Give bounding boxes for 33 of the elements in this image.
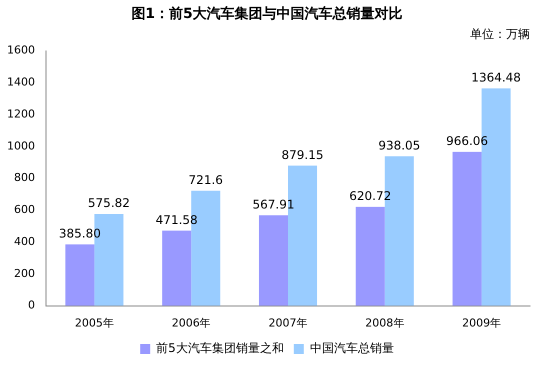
- data-label: 879.15: [282, 148, 324, 162]
- x-tick-label: 2006年: [172, 316, 211, 330]
- data-label: 1364.48: [471, 70, 521, 84]
- data-label: 575.82: [88, 196, 130, 210]
- x-tick-label: 2005年: [74, 316, 114, 330]
- y-tick-label: 1200: [6, 107, 35, 120]
- x-tick-label: 2009年: [462, 316, 502, 330]
- data-label: 385.80: [58, 226, 101, 240]
- bar: [452, 152, 482, 306]
- y-tick-label: 1400: [6, 76, 35, 89]
- data-label: 471.58: [156, 212, 198, 227]
- data-label: 721.6: [188, 172, 223, 187]
- x-tick-label: 2008年: [365, 316, 404, 330]
- data-label: 620.72: [349, 189, 392, 203]
- legend-label: 前5大汽车集团销量之和: [156, 341, 284, 356]
- bar: [258, 215, 288, 306]
- data-label: 966.06: [446, 134, 488, 148]
- data-label: 938.05: [378, 138, 420, 152]
- data-label: 567.91: [252, 197, 294, 212]
- bar: [356, 206, 385, 306]
- bar: [162, 230, 192, 306]
- y-tick-label: 1000: [6, 139, 35, 152]
- y-tick-label: 0: [28, 298, 35, 312]
- x-tick-label: 2007年: [268, 316, 308, 330]
- y-tick-label: 200: [14, 266, 35, 280]
- bar: [65, 244, 94, 306]
- text: 单位：万辆: [470, 26, 530, 41]
- chart-title: 图1：前5大汽车集团与中国汽车总销量对比: [131, 5, 403, 22]
- y-tick-label: 1600: [6, 44, 35, 57]
- y-tick-label: 800: [14, 171, 35, 184]
- legend-label: 中国汽车总销量: [310, 341, 394, 356]
- y-tick-label: 400: [14, 234, 35, 248]
- y-tick-label: 600: [14, 203, 35, 216]
